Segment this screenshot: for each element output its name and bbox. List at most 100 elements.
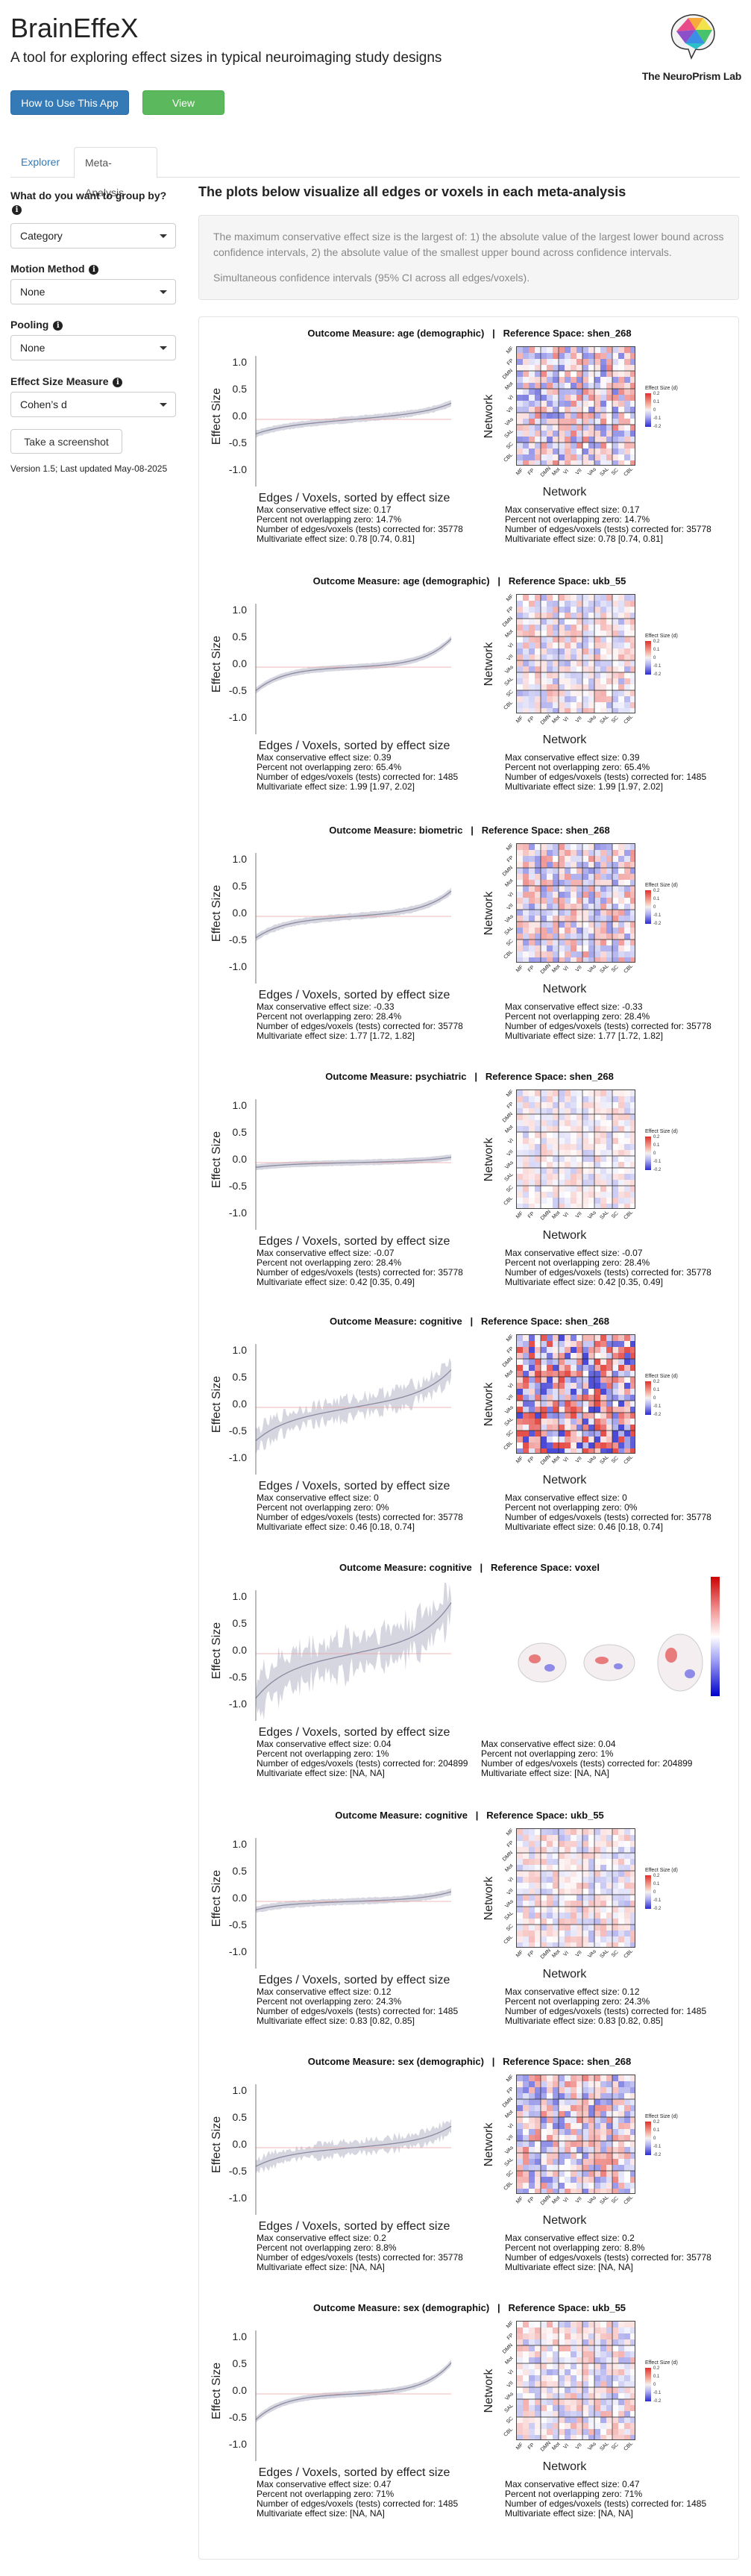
matrix-cell bbox=[547, 702, 553, 708]
matrix-cell bbox=[553, 1847, 559, 1853]
matrix-cell bbox=[541, 2369, 547, 2375]
matrix-cell bbox=[582, 1931, 588, 1936]
network-tick-label: VII bbox=[574, 964, 583, 974]
matrix-cell bbox=[576, 383, 582, 389]
app-subtitle: A tool for exploring effect sizes in typ… bbox=[10, 50, 442, 66]
motion-method-select[interactable]: None bbox=[10, 279, 176, 304]
matrix-cell bbox=[600, 2351, 606, 2357]
matrix-cell bbox=[517, 1341, 523, 1347]
matrix-cell bbox=[588, 2141, 594, 2147]
matrix-cell bbox=[600, 1942, 606, 1948]
matrix-cell bbox=[547, 922, 553, 928]
matrix-cell bbox=[523, 868, 529, 874]
info-icon[interactable]: i bbox=[12, 205, 22, 215]
matrix-cell bbox=[547, 1419, 553, 1425]
matrix-cell bbox=[571, 2375, 576, 2381]
matrix-cell bbox=[523, 654, 529, 660]
matrix-cell bbox=[547, 648, 553, 654]
matrix-cell bbox=[547, 1198, 553, 1204]
matrix-cell bbox=[618, 1442, 624, 1448]
matrix-cell bbox=[565, 1395, 571, 1401]
matrix-cell bbox=[576, 850, 582, 856]
effect-size-measure-select[interactable]: Cohen’s d bbox=[10, 392, 176, 417]
tab-meta-analysis[interactable]: Meta-Analysis bbox=[74, 147, 157, 198]
matrix-cell bbox=[571, 951, 576, 957]
matrix-cell bbox=[630, 1437, 635, 1442]
view-preprint-button[interactable]: View Preprint bbox=[142, 90, 224, 134]
matrix-cell bbox=[553, 359, 559, 365]
matrix-cell bbox=[588, 437, 594, 443]
matrix-cell bbox=[571, 702, 576, 708]
matrix-cell bbox=[547, 898, 553, 904]
matrix-cell bbox=[523, 898, 529, 904]
matrix-cell bbox=[517, 1168, 523, 1174]
matrix-cell bbox=[624, 347, 630, 353]
matrix-cell bbox=[588, 898, 594, 904]
network-tick-label: FP bbox=[506, 2332, 515, 2342]
info-icon[interactable]: i bbox=[89, 265, 99, 275]
network-tick-label: SC bbox=[610, 1455, 620, 1465]
matrix-cell bbox=[523, 377, 529, 383]
matrix-cell bbox=[529, 2435, 535, 2439]
matrix-cell bbox=[553, 637, 559, 643]
matrix-cell bbox=[594, 1150, 600, 1156]
matrix-cell bbox=[571, 2417, 576, 2423]
matrix-cell bbox=[582, 1162, 588, 1168]
matrix-cell bbox=[571, 1377, 576, 1383]
matrix-cell bbox=[612, 2087, 618, 2093]
matrix-cell bbox=[630, 1383, 635, 1389]
matrix-cell bbox=[547, 1186, 553, 1192]
matrix-cell bbox=[576, 1341, 582, 1347]
tab-explorer[interactable]: Explorer bbox=[21, 156, 60, 168]
matrix-cell bbox=[588, 886, 594, 892]
matrix-cell bbox=[594, 2328, 600, 2333]
matrix-cell bbox=[571, 666, 576, 672]
matrix-cell bbox=[576, 654, 582, 660]
matrix-cell bbox=[582, 1389, 588, 1395]
matrix-cell bbox=[523, 940, 529, 945]
network-tick-label: CBL bbox=[503, 1440, 515, 1451]
info-icon[interactable]: i bbox=[113, 378, 123, 387]
matrix-cell bbox=[529, 678, 535, 684]
group-by-select[interactable]: Category bbox=[10, 223, 176, 248]
matrix-cell bbox=[565, 613, 571, 619]
matrix-cell bbox=[582, 1431, 588, 1437]
matrix-cell bbox=[517, 2105, 523, 2111]
matrix-cell bbox=[600, 874, 606, 880]
network-tick-label: MF bbox=[505, 593, 515, 603]
info-paragraph: The maximum conservative effect size is … bbox=[213, 231, 724, 258]
network-tick-label: SC bbox=[610, 467, 620, 477]
matrix-cell bbox=[523, 1138, 529, 1144]
matrix-cell bbox=[606, 448, 612, 454]
matrix-cell bbox=[582, 401, 588, 407]
matrix-cell bbox=[523, 2435, 529, 2439]
matrix-cell bbox=[571, 1120, 576, 1126]
network-tick-row: MF FP DMN Mot VI VII VAs SAL SC CBL bbox=[515, 1454, 635, 1468]
matrix-cell bbox=[517, 2171, 523, 2177]
matrix-cell bbox=[559, 431, 565, 437]
matrix-cell bbox=[630, 2123, 635, 2129]
matrix-cell bbox=[541, 1425, 547, 1431]
matrix-cell bbox=[594, 595, 600, 601]
y-tick-label: 1.0 bbox=[232, 2084, 247, 2096]
matrix-cell bbox=[547, 678, 553, 684]
matrix-cell bbox=[618, 437, 624, 443]
how-to-use-button[interactable]: How to Use This App bbox=[10, 90, 129, 115]
info-icon[interactable]: i bbox=[53, 321, 63, 331]
matrix-cell bbox=[612, 2081, 618, 2087]
network-tick-label: Mot bbox=[504, 2355, 515, 2366]
pooling-select[interactable]: None bbox=[10, 335, 176, 360]
matrix-cell bbox=[618, 1353, 624, 1359]
matrix-cell bbox=[535, 678, 541, 684]
matrix-cell bbox=[523, 1335, 529, 1341]
matrix-cell bbox=[553, 2123, 559, 2129]
matrix-cell bbox=[588, 2171, 594, 2177]
matrix-cell bbox=[565, 904, 571, 910]
matrix-cell bbox=[594, 1859, 600, 1865]
matrix-cell bbox=[523, 2147, 529, 2153]
matrix-cell bbox=[553, 460, 559, 465]
y-tick-label: 0.5 bbox=[232, 2111, 247, 2123]
matrix-cell bbox=[517, 951, 523, 957]
confidence-band bbox=[256, 636, 451, 694]
screenshot-button[interactable]: Take a screenshot bbox=[10, 429, 122, 454]
